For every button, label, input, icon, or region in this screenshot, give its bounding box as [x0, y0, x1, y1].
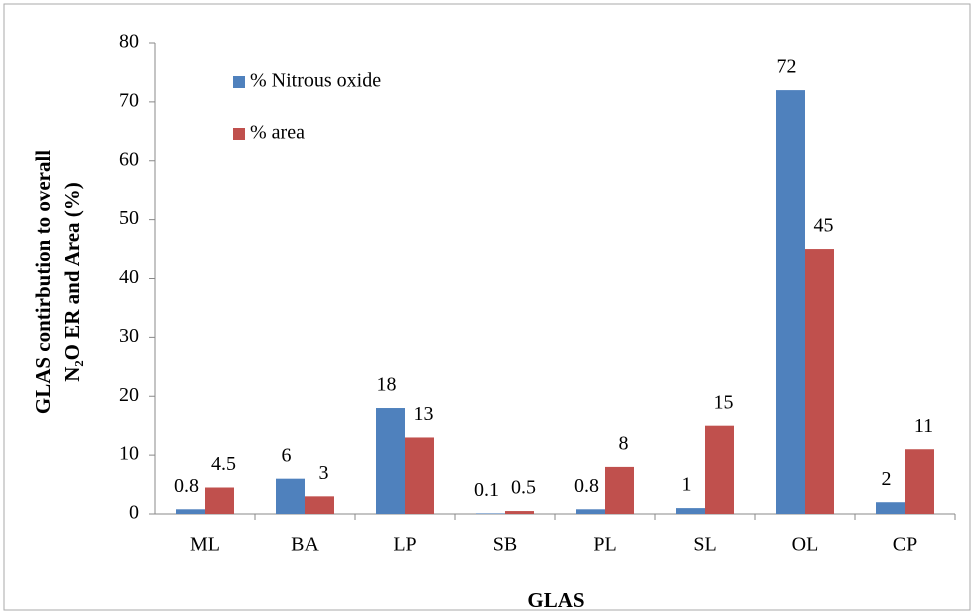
data-label: 15	[714, 391, 734, 413]
data-label: 0.8	[574, 475, 599, 497]
data-label: 3	[319, 462, 329, 484]
legend-swatch	[233, 76, 245, 88]
x-axis-title: GLAS	[527, 588, 584, 612]
y-tick-label: 80	[119, 31, 139, 53]
x-tick-label: BA	[291, 534, 319, 556]
data-label: 8	[619, 432, 629, 454]
x-tick-label: OL	[792, 534, 819, 556]
legend-label: % Nitrous oxide	[250, 70, 381, 92]
chart-border	[3, 3, 971, 611]
data-label: 6	[282, 444, 292, 466]
x-tick-label: SL	[693, 534, 716, 556]
data-label: 13	[414, 403, 434, 425]
bar	[205, 487, 234, 514]
data-label: 11	[914, 415, 933, 437]
bar	[376, 408, 405, 514]
bar	[905, 449, 934, 514]
y-tick-label: 20	[119, 384, 139, 406]
y-tick-label: 40	[119, 266, 139, 288]
bar	[876, 502, 905, 514]
bar	[505, 511, 534, 514]
bar	[476, 513, 505, 514]
y-tick-label: 60	[119, 148, 139, 170]
data-label: 4.5	[211, 453, 236, 475]
data-label: 0.1	[474, 479, 499, 501]
bar	[405, 437, 434, 514]
bar	[776, 90, 805, 514]
data-label: 72	[777, 56, 797, 78]
x-tick-label: CP	[893, 534, 917, 556]
y-tick-label: 70	[119, 89, 139, 111]
x-tick-label: PL	[593, 534, 616, 556]
bar	[576, 509, 605, 514]
y-tick-label: 50	[119, 207, 139, 229]
bar	[176, 509, 205, 514]
data-label: 1	[682, 474, 692, 496]
y-axis-title: N₂O ER and Area (%)	[60, 182, 84, 382]
y-tick-label: 0	[129, 502, 139, 524]
bar	[805, 249, 834, 514]
data-label: 18	[377, 374, 397, 396]
bar	[276, 478, 305, 514]
data-label: 0.8	[174, 475, 199, 497]
x-tick-label: LP	[393, 534, 416, 556]
data-label: 45	[814, 215, 834, 237]
bar	[705, 425, 734, 514]
legend-swatch	[233, 128, 245, 140]
x-tick-label: SB	[493, 534, 517, 556]
bar	[676, 508, 705, 514]
data-label: 2	[882, 468, 892, 490]
bar	[605, 466, 634, 514]
y-tick-label: 30	[119, 325, 139, 347]
legend-label: % area	[250, 122, 305, 144]
y-tick-label: 10	[119, 443, 139, 465]
data-label: 0.5	[511, 477, 536, 499]
x-tick-label: ML	[190, 534, 220, 556]
bar	[305, 496, 334, 514]
y-axis-title: GLAS contirbution to overall	[31, 150, 55, 414]
